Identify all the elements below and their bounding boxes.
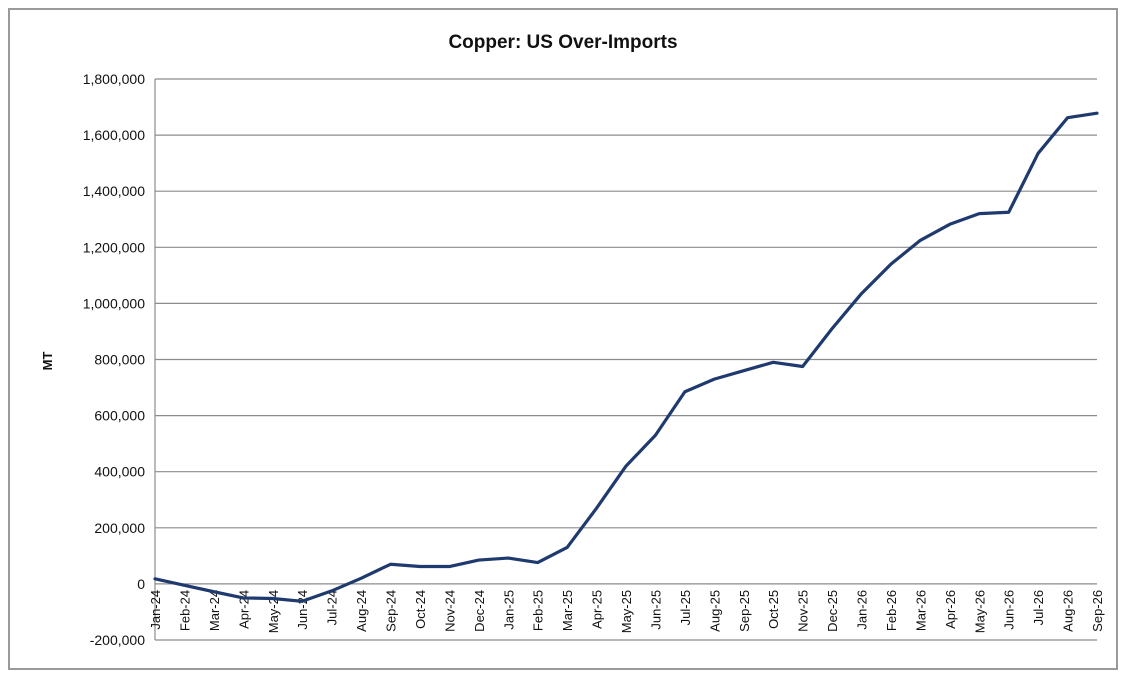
x-tick-label: May-26 — [972, 590, 987, 633]
y-axis-ticks: 1,800,000 1,600,000 1,400,000 1,200,000 1,00… — [83, 71, 146, 648]
series-group — [153, 111, 1099, 603]
x-tick-label: Feb-25 — [531, 590, 546, 631]
x-tick-label: Aug-26 — [1061, 590, 1076, 632]
x-tick-label: Aug-25 — [707, 590, 722, 632]
x-tick-label: May-25 — [619, 590, 634, 633]
x-tick-label: Nov-25 — [796, 590, 811, 632]
y-tick-label: 0 — [137, 576, 145, 592]
y-tick-label: 1,800,000 — [83, 71, 145, 87]
y-tick-label: 1,600,000 — [83, 127, 145, 143]
x-tick-label: Dec-24 — [472, 590, 487, 632]
y-axis-label: MT — [40, 352, 55, 371]
x-tick-label: Jan-26 — [855, 590, 870, 630]
x-tick-label: Jan-25 — [501, 590, 516, 630]
x-tick-label: Sep-25 — [737, 590, 752, 632]
chart-frame — [8, 8, 1118, 670]
x-tick-label: Sep-26 — [1090, 590, 1105, 632]
x-tick-label: May-24 — [266, 590, 281, 633]
y-tick-label: 800,000 — [94, 352, 145, 368]
x-tick-label: Apr-26 — [943, 590, 958, 629]
x-tick-label: Mar-25 — [560, 590, 575, 631]
x-tick-label: Jun-26 — [1002, 590, 1017, 630]
chart-title: Copper: US Over-Imports — [448, 32, 677, 53]
x-tick-label: Feb-26 — [884, 590, 899, 631]
x-tick-label: Apr-24 — [236, 590, 251, 629]
x-tick-label: Jan-24 — [148, 590, 163, 630]
series-line — [153, 111, 1099, 603]
y-tick-label: -200,000 — [90, 632, 145, 648]
y-tick-label: 1,000,000 — [83, 295, 145, 311]
x-tick-label: Jul-25 — [678, 590, 693, 625]
y-tick-label: 1,400,000 — [83, 183, 145, 199]
y-tick-label: 200,000 — [94, 520, 145, 536]
x-tick-label: Jul-26 — [1031, 590, 1046, 625]
y-tick-label: 600,000 — [94, 408, 145, 424]
x-axis-ticks: Jan-24 Feb-24 Mar-24 Apr-24 May-24 Jun-24 Jul-… — [148, 590, 1105, 633]
x-tick-label: Mar-26 — [913, 590, 928, 631]
x-tick-label: Nov-24 — [442, 590, 457, 632]
x-tick-label: Oct-24 — [413, 590, 428, 629]
x-tick-label: Jul-24 — [325, 590, 340, 625]
x-tick-label: Dec-25 — [825, 590, 840, 632]
x-tick-label: Mar-24 — [207, 590, 222, 631]
x-tick-label: Feb-24 — [177, 590, 192, 631]
x-tick-label: Aug-24 — [354, 590, 369, 632]
x-tick-label: Sep-24 — [384, 590, 399, 632]
x-tick-label: Jun-25 — [648, 590, 663, 630]
x-tick-label: Oct-25 — [766, 590, 781, 629]
y-tick-label: 1,200,000 — [83, 239, 145, 255]
gridlines — [154, 78, 1097, 641]
y-tick-label: 400,000 — [94, 464, 145, 480]
x-tick-label: Apr-25 — [590, 590, 605, 629]
x-tick-label: Jun-24 — [295, 590, 310, 630]
